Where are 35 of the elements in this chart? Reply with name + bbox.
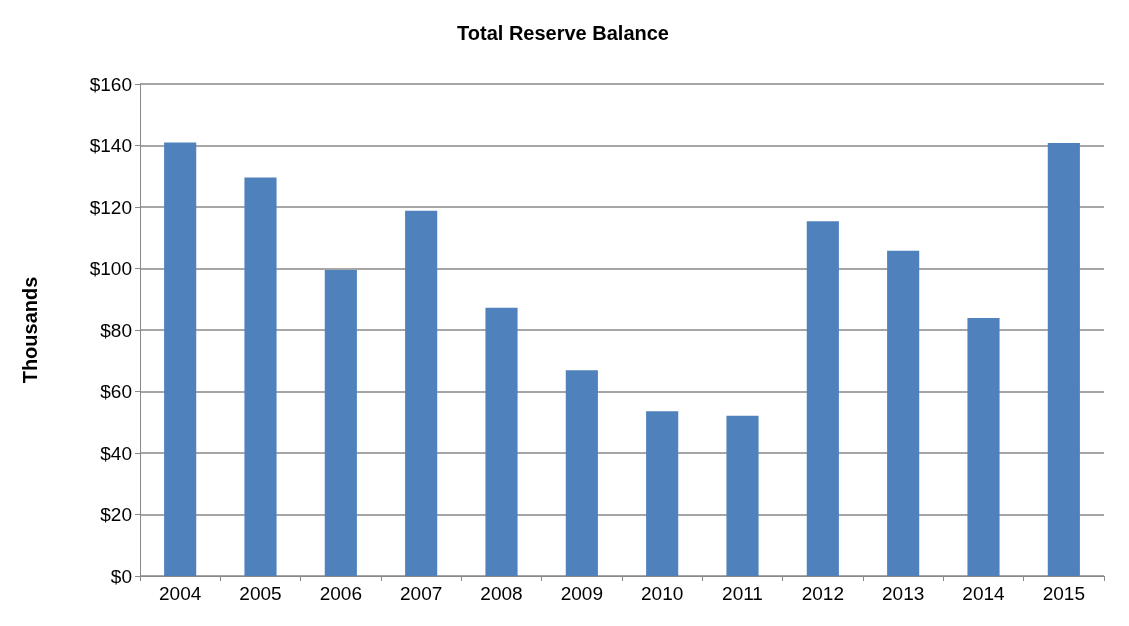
x-tick-label: 2010	[641, 583, 684, 604]
y-tick-label: $40	[100, 442, 132, 464]
bar	[1047, 143, 1080, 576]
chart-title: Total Reserve Balance	[457, 22, 669, 44]
y-tick-label: $60	[100, 381, 132, 402]
y-axis-title: Thousands	[19, 276, 41, 384]
x-tick-label: 2013	[882, 583, 925, 604]
bar	[485, 307, 518, 576]
x-tick-label: 2011	[722, 583, 763, 604]
bar	[967, 318, 1000, 576]
y-tick-label: $140	[89, 135, 132, 156]
x-tick-label: 2015	[1042, 583, 1085, 604]
x-tick-label: 2014	[962, 583, 1006, 604]
y-tick-label: $120	[89, 196, 132, 218]
x-tick-label: 2004	[159, 583, 202, 604]
y-tick-label: $100	[89, 258, 132, 279]
bar	[405, 210, 438, 576]
bar	[244, 177, 277, 576]
bar	[646, 411, 679, 576]
bar	[565, 370, 598, 576]
y-tick-label: $160	[89, 73, 132, 95]
bar	[726, 415, 759, 576]
x-tick-label: 2006	[319, 583, 362, 604]
y-tick-label: $80	[100, 319, 132, 341]
x-tick-label: 2008	[480, 583, 523, 604]
bar	[324, 270, 357, 576]
y-tick-label: $20	[100, 504, 132, 525]
bar	[887, 250, 920, 576]
x-tick-label: 2009	[560, 583, 603, 604]
x-tick-label: 2007	[400, 583, 443, 604]
bar	[164, 142, 197, 576]
bar	[806, 221, 839, 576]
x-tick-label: 2012	[801, 583, 844, 604]
x-tick-label: 2005	[239, 583, 282, 604]
y-tick-label: $0	[110, 565, 132, 587]
